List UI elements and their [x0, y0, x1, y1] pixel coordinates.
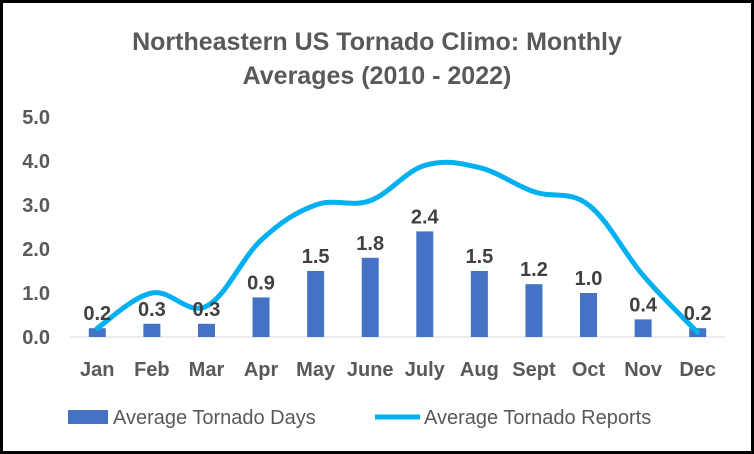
x-tick-label: June	[347, 359, 394, 381]
x-tick-label: May	[296, 359, 336, 381]
bar-data-label: 0.9	[247, 272, 275, 294]
y-tick-label: 2.0	[22, 239, 50, 261]
bar	[470, 271, 488, 337]
legend: Average Tornado Days Average Tornado Rep…	[68, 407, 651, 429]
bar-series	[88, 231, 707, 337]
x-axis: Jan Feb Mar Apr May June July Aug Sept Oct Nov Dec	[80, 359, 716, 381]
x-tick-label: Jan	[80, 359, 114, 381]
y-tick-label: 4.0	[22, 151, 50, 173]
bar	[252, 297, 270, 337]
bar-data-label: 1.2	[520, 259, 548, 281]
bar-data-label: 0.2	[83, 303, 111, 325]
x-tick-label: Dec	[679, 359, 716, 381]
chart-title: Northeastern US Tornado Climo: Monthly A…	[3, 25, 751, 93]
bar	[634, 319, 652, 337]
bar-data-label: 2.4	[411, 206, 440, 228]
bar-data-label: 0.4	[629, 294, 658, 316]
y-tick-label: 5.0	[22, 107, 50, 129]
x-tick-label: Aug	[460, 359, 499, 381]
bar	[580, 293, 598, 337]
bar-data-label: 1.8	[356, 233, 384, 255]
bar	[361, 257, 379, 337]
bar-data-label: 1.5	[465, 246, 493, 268]
bar	[307, 271, 325, 337]
y-axis: 0.0 1.0 2.0 3.0 4.0 5.0	[22, 107, 50, 349]
x-tick-label: Nov	[624, 359, 663, 381]
x-tick-label: Sept	[512, 359, 556, 381]
bar-data-label: 1.0	[575, 268, 603, 290]
chart-title-line-1: Northeastern US Tornado Climo: Monthly	[132, 28, 622, 56]
legend-label-reports: Average Tornado Reports	[424, 407, 651, 429]
bar	[525, 284, 543, 337]
legend-label-days: Average Tornado Days	[113, 407, 316, 429]
y-tick-label: 0.0	[22, 327, 50, 349]
x-tick-label: Mar	[189, 359, 225, 381]
bar	[416, 231, 434, 337]
legend-swatch-days	[68, 410, 108, 424]
line-series	[94, 159, 701, 336]
y-tick-label: 1.0	[22, 283, 50, 305]
bar-data-label: 0.2	[684, 303, 712, 325]
x-tick-label: Apr	[244, 359, 279, 381]
bar-data-label: 0.3	[193, 299, 221, 321]
series-line-reports	[94, 159, 701, 336]
x-tick-label: Oct	[572, 359, 606, 381]
x-tick-label: July	[405, 359, 446, 381]
bar	[88, 328, 106, 337]
chart-title-line-2: Averages (2010 - 2022)	[242, 62, 512, 90]
bar	[143, 323, 161, 337]
x-tick-label: Feb	[134, 359, 170, 381]
bar-data-label: 1.5	[302, 246, 330, 268]
bar-data-label: 0.3	[138, 299, 166, 321]
y-tick-label: 3.0	[22, 195, 50, 217]
data-labels: 0.2 0.3 0.3 0.9 1.5 1.8 2.4 1.5 1.2 1.0 0.4 0.2	[83, 206, 711, 325]
bar	[197, 323, 215, 337]
